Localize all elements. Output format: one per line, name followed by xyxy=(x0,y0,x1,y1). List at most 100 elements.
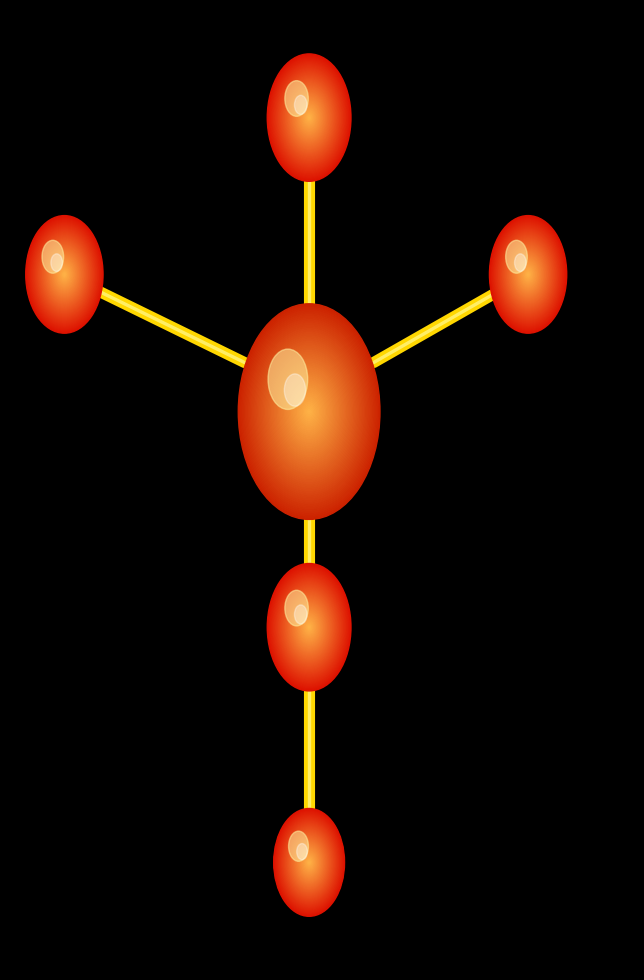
Circle shape xyxy=(526,271,530,277)
Circle shape xyxy=(524,268,533,281)
Circle shape xyxy=(57,263,72,286)
Circle shape xyxy=(61,270,68,279)
Circle shape xyxy=(301,399,317,424)
Circle shape xyxy=(279,581,339,673)
Circle shape xyxy=(41,238,88,311)
Circle shape xyxy=(494,222,562,326)
Circle shape xyxy=(291,385,327,439)
Circle shape xyxy=(275,66,343,170)
Circle shape xyxy=(284,824,334,901)
Circle shape xyxy=(285,591,333,663)
Circle shape xyxy=(307,114,312,122)
Circle shape xyxy=(248,318,370,505)
Circle shape xyxy=(46,246,83,303)
Circle shape xyxy=(307,115,311,121)
Circle shape xyxy=(299,848,319,877)
Circle shape xyxy=(516,256,540,293)
Circle shape xyxy=(282,586,336,668)
Circle shape xyxy=(45,245,84,304)
Circle shape xyxy=(287,377,332,446)
Circle shape xyxy=(42,240,87,309)
Circle shape xyxy=(287,593,332,662)
Circle shape xyxy=(40,237,89,312)
Circle shape xyxy=(43,241,86,308)
Circle shape xyxy=(256,331,362,493)
Circle shape xyxy=(278,70,341,166)
Circle shape xyxy=(60,268,69,281)
Circle shape xyxy=(282,76,336,159)
Circle shape xyxy=(36,231,93,318)
Circle shape xyxy=(296,842,323,883)
Circle shape xyxy=(274,573,345,681)
Circle shape xyxy=(241,308,377,515)
Circle shape xyxy=(276,362,342,462)
Circle shape xyxy=(299,847,319,878)
Circle shape xyxy=(285,825,334,900)
Circle shape xyxy=(243,311,375,513)
Circle shape xyxy=(282,821,336,904)
Circle shape xyxy=(48,250,80,299)
Circle shape xyxy=(290,599,328,656)
Circle shape xyxy=(277,578,341,676)
Circle shape xyxy=(51,254,78,295)
Circle shape xyxy=(292,602,326,653)
Circle shape xyxy=(292,837,326,888)
Circle shape xyxy=(251,323,367,500)
Circle shape xyxy=(501,233,555,316)
Circle shape xyxy=(303,854,315,871)
Circle shape xyxy=(276,67,343,169)
Circle shape xyxy=(495,224,561,324)
Circle shape xyxy=(515,254,542,295)
Circle shape xyxy=(295,96,323,139)
Circle shape xyxy=(281,820,337,905)
Circle shape xyxy=(285,374,305,406)
Circle shape xyxy=(262,340,356,483)
Circle shape xyxy=(296,608,321,647)
Circle shape xyxy=(285,80,334,155)
Circle shape xyxy=(490,217,566,332)
Circle shape xyxy=(269,565,350,689)
Circle shape xyxy=(305,856,314,869)
Circle shape xyxy=(305,857,312,868)
Circle shape xyxy=(46,247,82,302)
Circle shape xyxy=(293,838,325,887)
Circle shape xyxy=(294,605,307,624)
Circle shape xyxy=(306,113,312,122)
Circle shape xyxy=(307,859,311,865)
Circle shape xyxy=(493,220,564,328)
Circle shape xyxy=(305,407,312,417)
Circle shape xyxy=(50,253,79,296)
Circle shape xyxy=(290,88,328,147)
Circle shape xyxy=(274,65,344,171)
Circle shape xyxy=(275,575,343,679)
Circle shape xyxy=(269,566,349,688)
Circle shape xyxy=(296,392,322,431)
Circle shape xyxy=(308,626,310,628)
Circle shape xyxy=(274,809,344,915)
Circle shape xyxy=(37,232,92,317)
Circle shape xyxy=(279,817,339,907)
Circle shape xyxy=(42,240,64,273)
Circle shape xyxy=(288,830,330,895)
Circle shape xyxy=(44,244,84,305)
Circle shape xyxy=(281,74,337,161)
Circle shape xyxy=(38,234,91,315)
Circle shape xyxy=(504,237,553,312)
Circle shape xyxy=(63,272,66,276)
Circle shape xyxy=(274,808,345,916)
Circle shape xyxy=(294,605,324,650)
Circle shape xyxy=(39,236,90,313)
Circle shape xyxy=(511,249,545,300)
Circle shape xyxy=(270,567,348,687)
Circle shape xyxy=(49,251,80,298)
Circle shape xyxy=(261,338,357,485)
Circle shape xyxy=(289,87,329,148)
Circle shape xyxy=(34,228,95,320)
Circle shape xyxy=(515,255,541,294)
Circle shape xyxy=(258,334,360,489)
Circle shape xyxy=(509,246,547,303)
Circle shape xyxy=(301,106,317,129)
Circle shape xyxy=(517,258,539,291)
Circle shape xyxy=(275,360,343,464)
Circle shape xyxy=(305,621,314,634)
